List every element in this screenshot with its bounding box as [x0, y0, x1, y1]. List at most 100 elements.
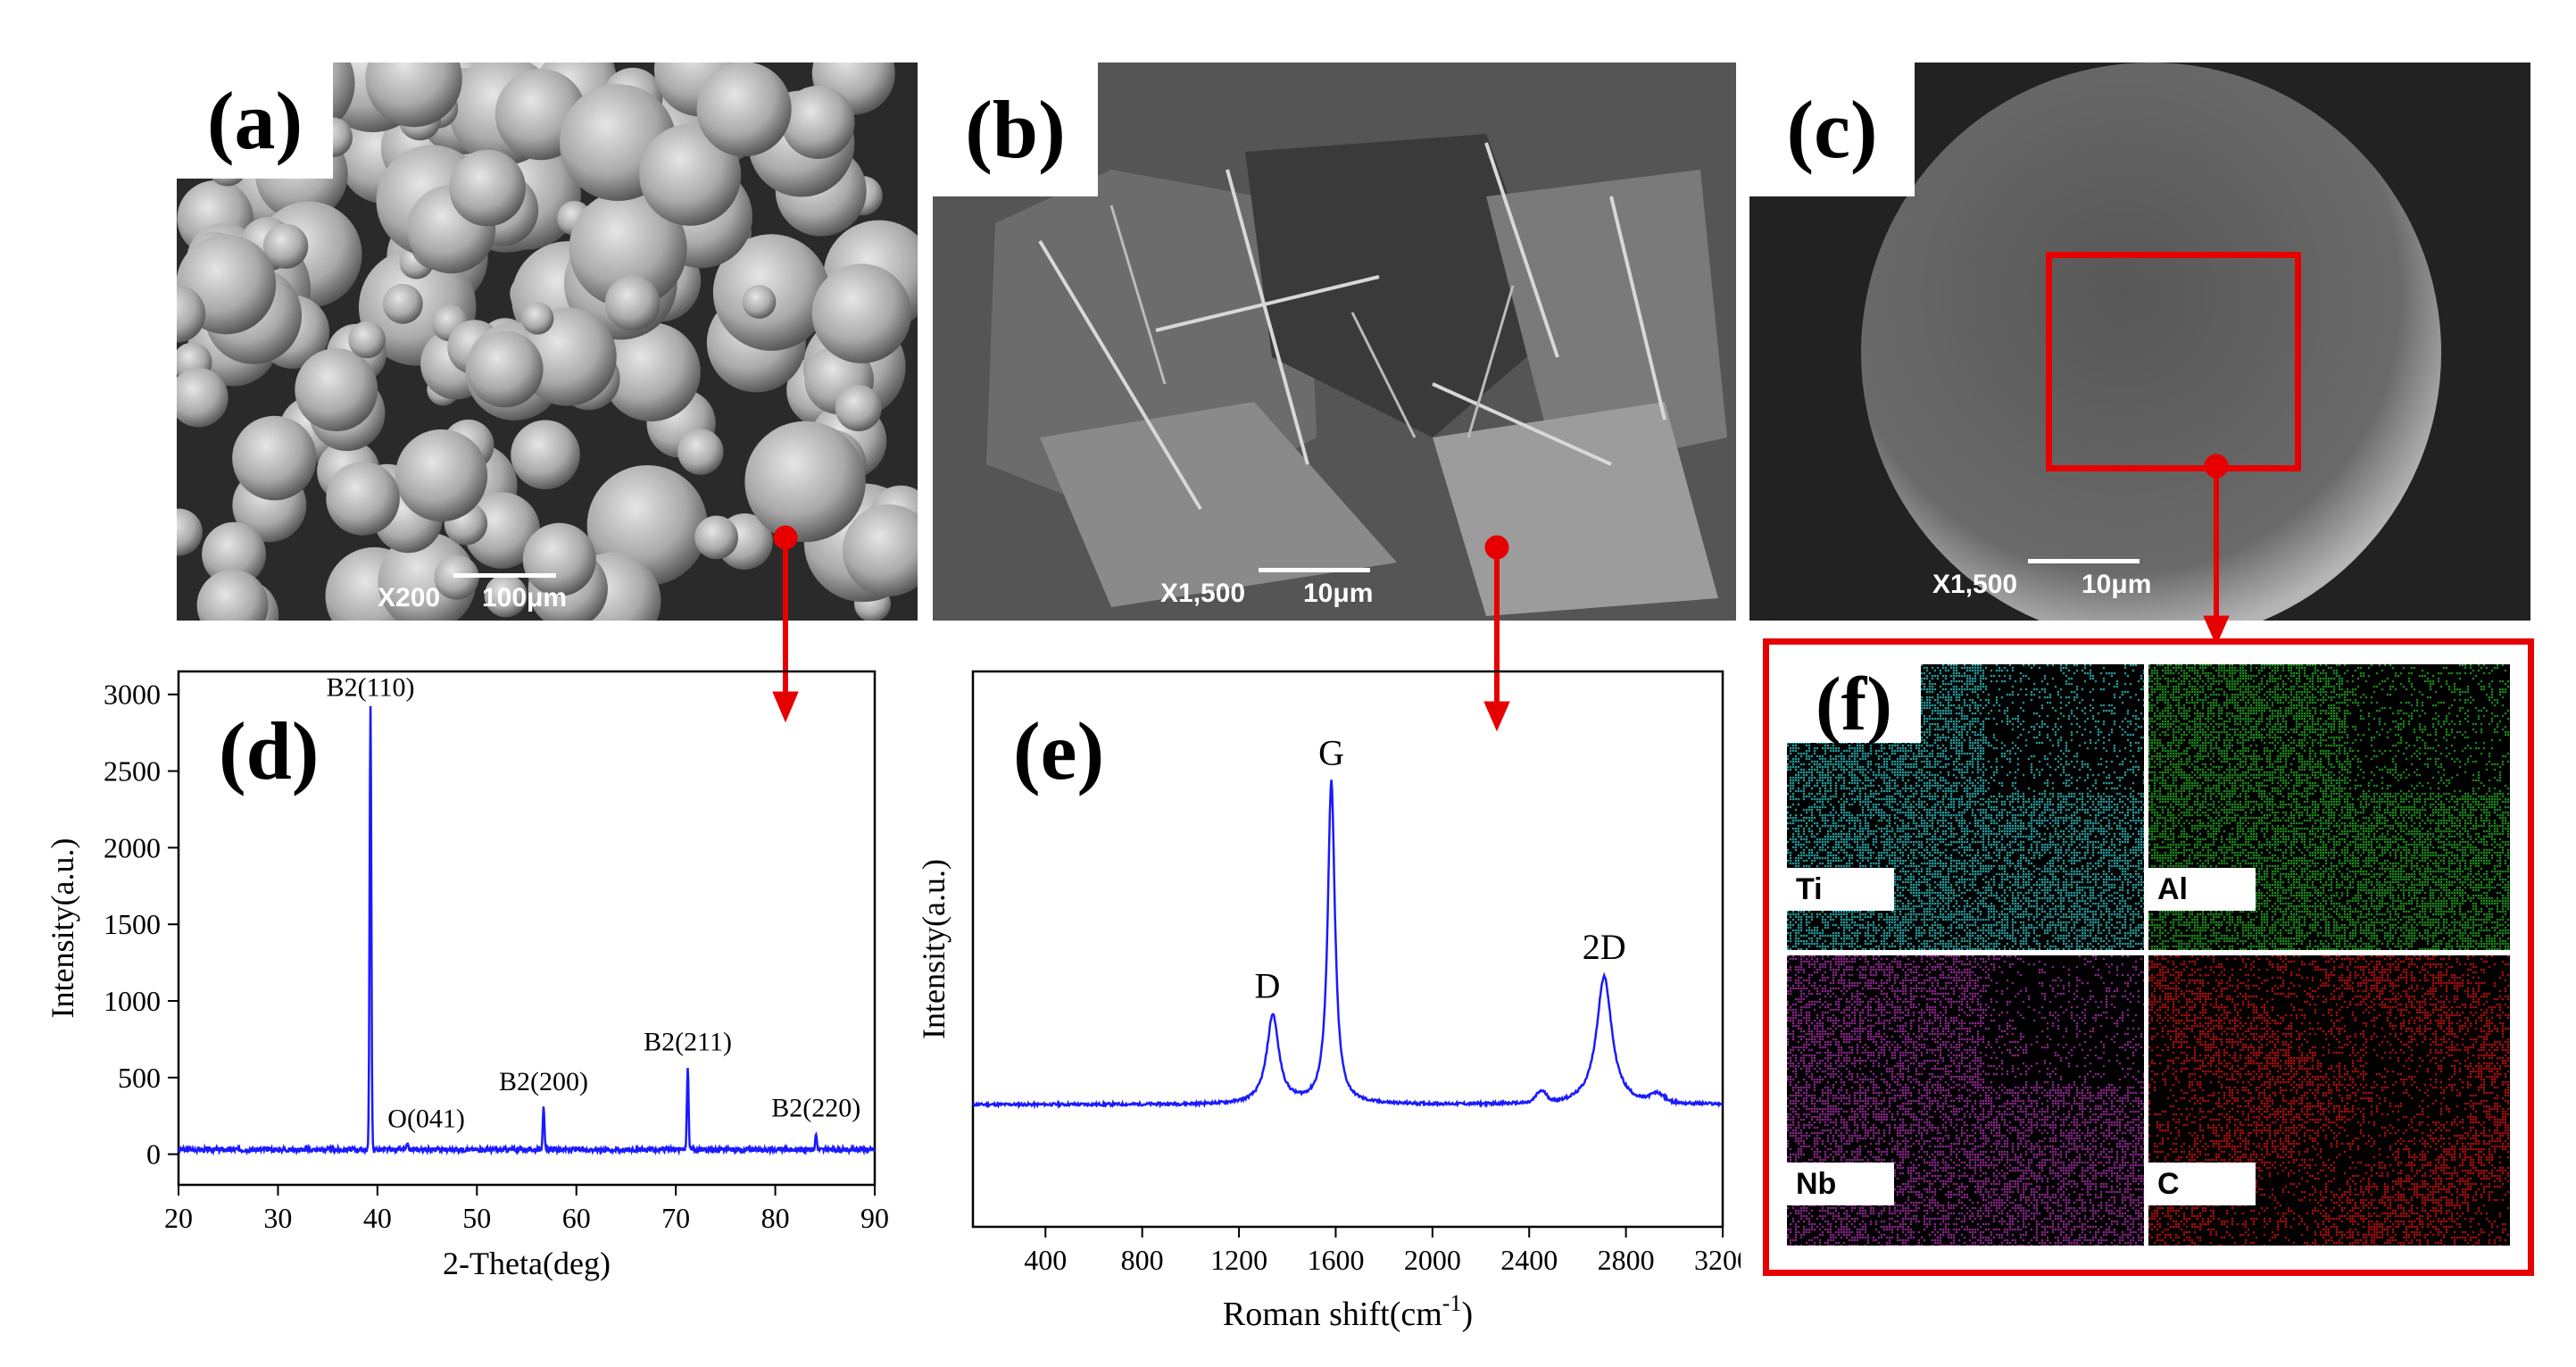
x-tick-label: 1200	[1210, 1244, 1267, 1276]
scale-a: 100μm	[482, 583, 568, 613]
powder-sphere	[449, 149, 526, 227]
sem-panel-b: (b) X1,500 10μm	[933, 63, 1736, 621]
panel-label-b: (b)	[933, 63, 1098, 196]
magnification-c: X1,500	[1932, 570, 2018, 599]
powder-sphere	[365, 63, 462, 128]
powder-sphere	[744, 421, 866, 543]
powder-sphere	[742, 285, 777, 319]
powder-sphere	[348, 321, 386, 359]
y-tick-label: 2000	[104, 831, 161, 863]
powder-sphere	[811, 263, 912, 363]
powder-sphere	[177, 285, 206, 343]
y-tick-label: 2500	[104, 755, 161, 788]
powder-sphere	[604, 275, 661, 331]
powder-sphere	[177, 368, 229, 428]
arrow-head-b	[1483, 701, 1510, 732]
sem-panel-c: (c) X1,500 10μm	[1749, 63, 2530, 621]
peak-label: 2D	[1583, 927, 1626, 967]
raman-chart: 400 800 1200 1600 2000 2400 2800 3200 D G 2D (e) Rom…	[916, 670, 1741, 1333]
y-tick-label: 1500	[104, 908, 161, 940]
powder-sphere	[295, 348, 378, 431]
peak-label: B2(220)	[771, 1093, 860, 1122]
panel-label-c: (c)	[1749, 63, 1915, 196]
x-tick-label: 70	[661, 1202, 690, 1234]
scale-b: 10μm	[1303, 579, 1374, 608]
scale-line-c	[2028, 559, 2140, 563]
powder-sphere	[395, 429, 488, 522]
magnification-b: X1,500	[1160, 579, 1246, 608]
raman-series-line	[972, 779, 1724, 1110]
powder-sphere	[694, 515, 739, 560]
eds-label-ti: Ti	[1787, 868, 1894, 911]
powder-sphere	[522, 522, 596, 596]
powder-sphere	[466, 330, 544, 408]
single-sphere-image	[1749, 63, 2530, 621]
peak-label: B2(200)	[499, 1067, 588, 1096]
x-tick-label: 50	[462, 1202, 491, 1234]
sem-panel-a: (a) X200 100μm	[177, 63, 918, 621]
powder-sphere	[202, 521, 267, 587]
x-tick-label: 60	[562, 1202, 591, 1234]
powder-sphere	[781, 85, 855, 159]
peak-label: G	[1318, 732, 1344, 772]
powder-sphere	[696, 63, 792, 157]
powder-sphere	[177, 508, 203, 556]
powder-sphere	[569, 189, 687, 308]
x-tick-label: 20	[164, 1202, 193, 1234]
scale-line-b	[1259, 568, 1370, 572]
panel-label-a: (a)	[177, 63, 333, 179]
y-tick-label: 3000	[104, 679, 161, 711]
y-tick-label: 500	[118, 1062, 161, 1094]
y-axis-label: Intensity(a.u.)	[45, 838, 80, 1019]
x-tick-label: 80	[761, 1202, 790, 1234]
powder-sphere	[842, 504, 918, 596]
powder-sphere	[196, 569, 269, 621]
x-tick-label: 400	[1024, 1244, 1067, 1276]
powder-sphere	[326, 462, 400, 536]
eds-map-frame: (f) Ti Al Nb C	[1763, 638, 2534, 1276]
x-tick-label: 90	[860, 1202, 889, 1234]
powder-sphere	[232, 415, 317, 501]
panel-label-d: (d)	[219, 705, 319, 796]
x-tick-label: 2400	[1500, 1244, 1558, 1276]
y-axis-label: Intensity(a.u.)	[916, 859, 951, 1039]
eds-label-al: Al	[2148, 868, 2256, 911]
x-tick-label: 2000	[1404, 1244, 1461, 1276]
magnification-a: X200	[378, 583, 441, 613]
xrd-series-line	[178, 705, 877, 1156]
x-axis-label: 2-Theta(deg)	[443, 1246, 611, 1281]
eds-label-nb: Nb	[1787, 1163, 1894, 1205]
panel-label-e: (e)	[1013, 705, 1104, 796]
powder-spheres-image	[177, 63, 918, 621]
powder-sphere	[484, 574, 528, 618]
peak-label: O(041)	[387, 1104, 465, 1133]
x-tick-label: 800	[1121, 1244, 1164, 1276]
y-tick-label: 0	[146, 1138, 161, 1171]
peak-label: B2(110)	[327, 672, 415, 702]
arrow-head-c	[2203, 615, 2230, 646]
arrow-head-a	[772, 691, 799, 723]
x-tick-label: 30	[263, 1202, 292, 1234]
xrd-chart: 20 30 40 50 60 70 80 90 0 500 1000 1500 2000 2500 3000…	[45, 670, 889, 1281]
eds-label-c: C	[2148, 1163, 2256, 1205]
scale-line-a	[453, 573, 556, 578]
x-tick-label: 1600	[1307, 1244, 1364, 1276]
plot-frame	[177, 670, 877, 1187]
powder-sphere	[602, 322, 701, 421]
powder-sphere	[677, 429, 724, 475]
peak-label: D	[1255, 966, 1281, 1006]
x-tick-label: 40	[363, 1202, 392, 1234]
eds-region-box	[2046, 252, 2301, 471]
peak-label: B2(211)	[644, 1028, 732, 1057]
scale-c: 10μm	[2082, 570, 2152, 599]
x-tick-label: 3200	[1694, 1244, 1741, 1276]
powder-sphere	[521, 302, 554, 335]
powder-sphere	[382, 283, 423, 324]
powder-sphere	[511, 420, 580, 490]
x-axis-label: Roman shift(cm-1)	[1223, 1290, 1473, 1333]
powder-sphere	[262, 223, 309, 269]
powder-sphere	[835, 385, 882, 431]
graphene-sheets-image	[933, 63, 1736, 621]
powder-sphere	[639, 123, 742, 226]
